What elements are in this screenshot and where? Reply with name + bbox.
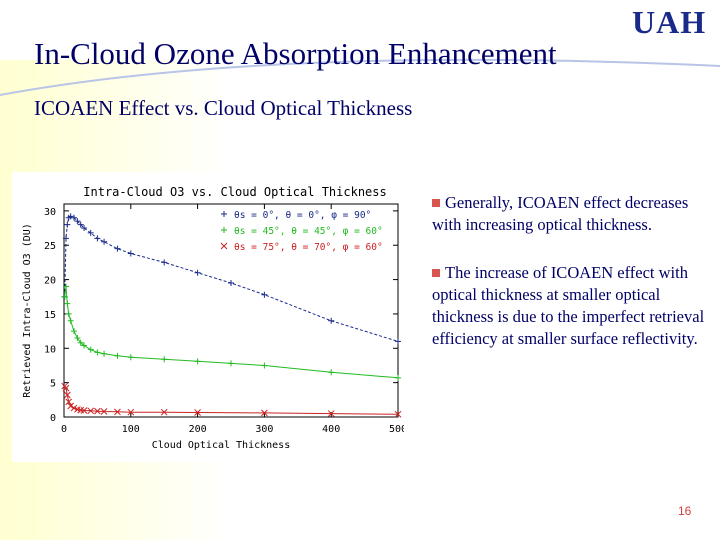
data-point bbox=[74, 218, 81, 225]
data-point bbox=[64, 221, 71, 228]
data-point bbox=[77, 339, 84, 346]
data-point bbox=[261, 291, 268, 298]
data-point bbox=[194, 409, 201, 416]
data-point bbox=[114, 245, 121, 252]
x-tick-label: 0 bbox=[61, 424, 67, 435]
ozone-chart: Intra-Cloud O3 vs. Cloud Optical Thickne… bbox=[22, 185, 404, 451]
legend-marker bbox=[221, 211, 227, 217]
bullet-text-2: The increase of ICOAEN effect with optic… bbox=[432, 263, 705, 348]
data-point bbox=[94, 407, 101, 415]
y-tick-label: 5 bbox=[50, 379, 56, 390]
x-tick-label: 500 bbox=[389, 424, 404, 435]
data-point bbox=[81, 225, 88, 232]
data-point bbox=[81, 342, 88, 349]
slide-title: In-Cloud Ozone Absorption Enhancement bbox=[34, 36, 557, 71]
data-point bbox=[65, 398, 73, 406]
data-point bbox=[61, 293, 68, 300]
data-point bbox=[80, 407, 88, 414]
y-axis-label: Retrieved Intra-Cloud O3 (DU) bbox=[22, 223, 33, 398]
chart-panel: Intra-Cloud O3 vs. Cloud Optical Thickne… bbox=[12, 172, 404, 462]
data-point bbox=[67, 317, 74, 324]
data-point bbox=[101, 238, 108, 245]
data-point bbox=[87, 229, 94, 236]
data-point bbox=[261, 409, 268, 417]
data-point bbox=[71, 328, 78, 335]
y-tick-label: 10 bbox=[44, 344, 56, 355]
decorative-swoosh bbox=[0, 58, 720, 96]
chart-title: Intra-Cloud O3 vs. Cloud Optical Thickne… bbox=[83, 185, 386, 199]
data-point bbox=[114, 408, 121, 416]
data-point bbox=[101, 350, 108, 357]
legend-label-1: θs = 0°, θ = 0°, φ = 90° bbox=[234, 210, 371, 221]
bullet-marker-icon bbox=[432, 199, 440, 207]
legend-label-3: θs = 75°, θ = 70°, φ = 60° bbox=[234, 242, 383, 253]
data-point bbox=[394, 410, 402, 418]
data-point bbox=[161, 356, 168, 363]
legend-marker bbox=[221, 227, 227, 233]
data-point bbox=[87, 346, 94, 353]
data-point bbox=[194, 358, 201, 365]
bullet-list: Generally, ICOAEN effect decreases with … bbox=[432, 192, 712, 376]
x-tick-label: 200 bbox=[189, 424, 207, 435]
y-tick-label: 20 bbox=[44, 276, 56, 287]
x-tick-label: 100 bbox=[122, 424, 140, 435]
x-tick-label: 300 bbox=[255, 424, 273, 435]
data-point bbox=[67, 213, 74, 220]
data-point bbox=[70, 404, 78, 412]
data-point bbox=[194, 269, 201, 276]
data-point bbox=[63, 235, 70, 242]
y-tick-label: 30 bbox=[44, 207, 56, 218]
data-point bbox=[94, 235, 101, 242]
data-point bbox=[65, 310, 72, 317]
x-axis-label: Cloud Optical Thickness bbox=[152, 440, 290, 451]
data-point bbox=[114, 352, 121, 359]
data-point bbox=[127, 250, 134, 257]
data-point bbox=[127, 354, 134, 361]
data-point bbox=[87, 407, 95, 415]
data-point bbox=[395, 374, 401, 381]
data-point bbox=[228, 280, 234, 287]
data-point bbox=[261, 362, 268, 369]
plot-frame bbox=[63, 203, 399, 418]
data-point bbox=[64, 300, 71, 307]
bullet-item-1: Generally, ICOAEN effect decreases with … bbox=[432, 192, 712, 236]
data-point bbox=[63, 391, 71, 399]
data-point bbox=[63, 283, 70, 290]
data-point bbox=[328, 317, 335, 324]
x-tick-label: 400 bbox=[322, 424, 340, 435]
page-number: 16 bbox=[678, 504, 692, 518]
data-point bbox=[74, 334, 81, 341]
slide-subtitle: ICOAEN Effect vs. Cloud Optical Thicknes… bbox=[34, 96, 413, 120]
bullet-marker-icon bbox=[432, 269, 440, 277]
data-point bbox=[395, 338, 401, 345]
data-point bbox=[328, 369, 335, 376]
legend-marker bbox=[220, 242, 228, 250]
data-point bbox=[77, 221, 84, 228]
data-point bbox=[100, 408, 108, 415]
data-point bbox=[62, 384, 70, 392]
data-point bbox=[127, 408, 135, 416]
y-tick-label: 15 bbox=[44, 310, 56, 321]
legend-label-2: θs = 45°, θ = 45°, φ = 60° bbox=[234, 226, 383, 237]
series-line-3 bbox=[64, 385, 399, 415]
data-point bbox=[228, 360, 234, 367]
data-point bbox=[161, 259, 168, 266]
uah-logo: UAH bbox=[632, 4, 707, 40]
bullet-text-1: Generally, ICOAEN effect decreases with … bbox=[432, 193, 689, 234]
data-point bbox=[160, 408, 168, 416]
series-line-1 bbox=[64, 215, 399, 342]
data-point bbox=[61, 382, 69, 390]
y-tick-label: 0 bbox=[50, 413, 56, 424]
data-point bbox=[67, 402, 75, 410]
data-point bbox=[94, 349, 101, 356]
bullet-item-2: The increase of ICOAEN effect with optic… bbox=[432, 262, 712, 350]
data-point bbox=[71, 214, 78, 221]
y-tick-label: 25 bbox=[44, 241, 56, 252]
data-point bbox=[327, 410, 335, 417]
